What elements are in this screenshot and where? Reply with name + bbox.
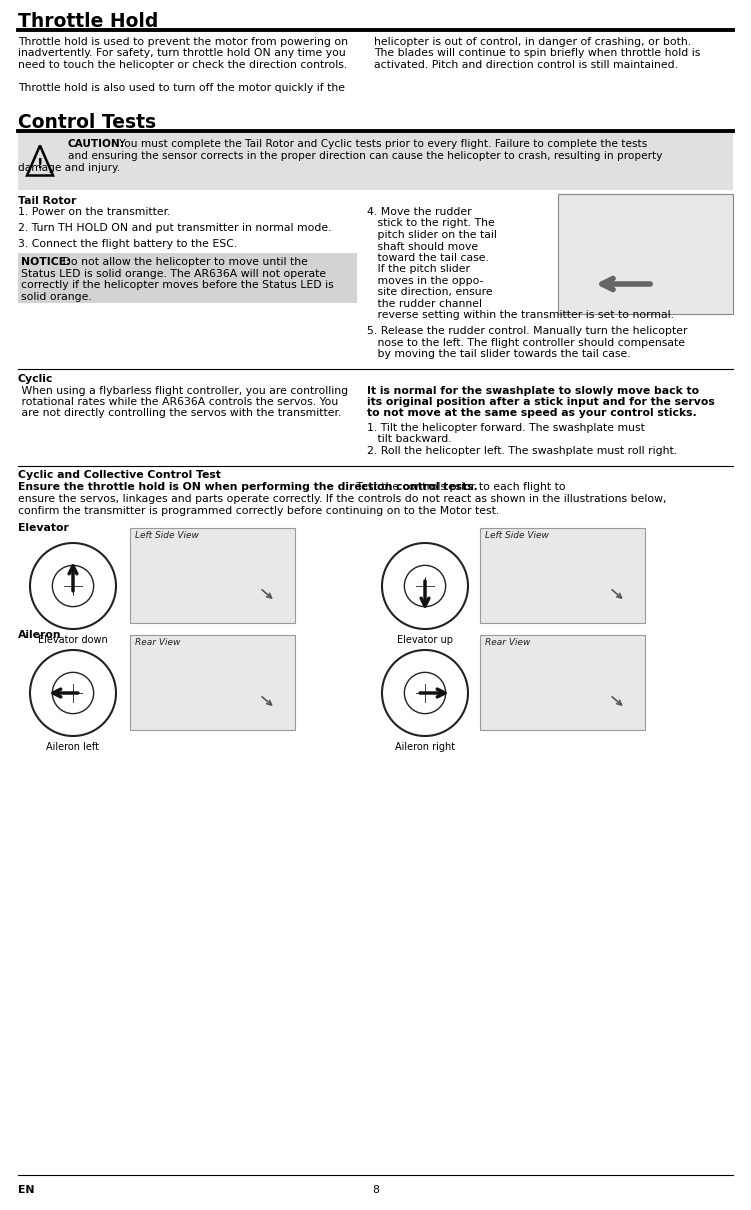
- Circle shape: [30, 543, 116, 629]
- Text: 5. Release the rudder control. Manually turn the helicopter: 5. Release the rudder control. Manually …: [367, 325, 687, 336]
- Text: Cyclic: Cyclic: [18, 374, 53, 384]
- Bar: [18, 133, 733, 190]
- Text: shaft should move: shaft should move: [367, 242, 478, 252]
- Circle shape: [30, 650, 116, 736]
- Text: It is normal for the swashplate to slowly move back to: It is normal for the swashplate to slowl…: [367, 386, 699, 396]
- Text: Elevator up: Elevator up: [397, 635, 453, 645]
- Text: 1. Tilt the helicopter forward. The swashplate must: 1. Tilt the helicopter forward. The swas…: [367, 424, 645, 433]
- Bar: [480, 528, 645, 623]
- Text: Aileron: Aileron: [18, 630, 62, 640]
- Text: Throttle Hold: Throttle Hold: [18, 12, 158, 31]
- Text: If the pitch slider: If the pitch slider: [367, 265, 470, 275]
- Text: damage and injury.: damage and injury.: [18, 163, 120, 173]
- Text: Cyclic and Collective Control Test: Cyclic and Collective Control Test: [18, 471, 221, 480]
- Text: Tail Rotor: Tail Rotor: [18, 196, 77, 206]
- Text: solid orange.: solid orange.: [21, 292, 92, 301]
- Text: Aileron right: Aileron right: [395, 742, 455, 751]
- Text: When using a flybarless flight controller, you are controlling: When using a flybarless flight controlle…: [18, 386, 348, 396]
- Text: rotational rates while the AR636A controls the servos. You: rotational rates while the AR636A contro…: [18, 397, 338, 407]
- Text: 3. Connect the flight battery to the ESC.: 3. Connect the flight battery to the ESC…: [18, 240, 237, 249]
- Text: activated. Pitch and direction control is still maintained.: activated. Pitch and direction control i…: [374, 60, 678, 70]
- Text: 2. Turn TH HOLD ON and put transmitter in normal mode.: 2. Turn TH HOLD ON and put transmitter i…: [18, 223, 331, 234]
- Text: Elevator: Elevator: [18, 523, 69, 532]
- Text: correctly if the helicopter moves before the Status LED is: correctly if the helicopter moves before…: [21, 281, 333, 290]
- Text: need to touch the helicopter or check the direction controls.: need to touch the helicopter or check th…: [18, 60, 347, 70]
- Text: are not directly controlling the servos with the transmitter.: are not directly controlling the servos …: [18, 409, 342, 419]
- Text: Elevator down: Elevator down: [38, 635, 108, 645]
- Text: Ensure the throttle hold is ON when performing the direction control tests.: Ensure the throttle hold is ON when perf…: [18, 483, 478, 492]
- Text: Aileron left: Aileron left: [47, 742, 99, 751]
- Text: the rudder channel: the rudder channel: [367, 299, 482, 309]
- Text: The blades will continue to spin briefly when throttle hold is: The blades will continue to spin briefly…: [374, 48, 701, 58]
- Text: Do not allow the helicopter to move until the: Do not allow the helicopter to move unti…: [59, 258, 308, 267]
- Text: CAUTION:: CAUTION:: [68, 139, 125, 149]
- Circle shape: [382, 543, 468, 629]
- Text: ensure the servos, linkages and parts operate correctly. If the controls do not : ensure the servos, linkages and parts op…: [18, 494, 666, 505]
- Bar: [558, 194, 733, 315]
- Text: stick to the right. The: stick to the right. The: [367, 219, 495, 229]
- Text: 8: 8: [372, 1185, 379, 1195]
- Text: inadvertently. For safety, turn throttle hold ON any time you: inadvertently. For safety, turn throttle…: [18, 48, 345, 58]
- Text: EN: EN: [18, 1185, 35, 1195]
- Text: site direction, ensure: site direction, ensure: [367, 288, 493, 298]
- Text: !: !: [37, 157, 44, 172]
- Text: by moving the tail slider towards the tail case.: by moving the tail slider towards the ta…: [367, 348, 631, 359]
- Text: Throttle hold is also used to turn off the motor quickly if the: Throttle hold is also used to turn off t…: [18, 83, 345, 93]
- Bar: [18, 253, 357, 304]
- Bar: [130, 635, 295, 730]
- Text: and ensuring the sensor corrects in the proper direction can cause the helicopte: and ensuring the sensor corrects in the …: [68, 151, 662, 161]
- Text: Status LED is solid orange. The AR636A will not operate: Status LED is solid orange. The AR636A w…: [21, 269, 326, 278]
- Text: 2. Roll the helicopter left. The swashplate must roll right.: 2. Roll the helicopter left. The swashpl…: [367, 446, 677, 456]
- Text: moves in the oppo-: moves in the oppo-: [367, 276, 484, 286]
- Text: confirm the transmitter is programmed correctly before continuing on to the Moto: confirm the transmitter is programmed co…: [18, 506, 499, 515]
- Text: 4. Move the rudder: 4. Move the rudder: [367, 207, 472, 217]
- Text: Left Side View: Left Side View: [135, 531, 199, 540]
- Bar: [130, 528, 295, 623]
- Text: helicopter is out of control, in danger of crashing, or both.: helicopter is out of control, in danger …: [374, 38, 691, 47]
- Text: nose to the left. The flight controller should compensate: nose to the left. The flight controller …: [367, 338, 685, 347]
- Text: tilt backward.: tilt backward.: [367, 434, 451, 444]
- Text: to not move at the same speed as your control sticks.: to not move at the same speed as your co…: [367, 409, 697, 419]
- Bar: [480, 635, 645, 730]
- Text: pitch slider on the tail: pitch slider on the tail: [367, 230, 497, 240]
- Text: You must complete the Tail Rotor and Cyclic tests prior to every flight. Failure: You must complete the Tail Rotor and Cyc…: [116, 139, 647, 149]
- Text: Control Tests: Control Tests: [18, 113, 156, 132]
- Text: Throttle hold is used to prevent the motor from powering on: Throttle hold is used to prevent the mot…: [18, 38, 348, 47]
- Text: toward the tail case.: toward the tail case.: [367, 253, 489, 263]
- Text: NOTICE:: NOTICE:: [21, 258, 71, 267]
- Text: reverse setting within the transmitter is set to normal.: reverse setting within the transmitter i…: [367, 311, 674, 321]
- Text: Rear View: Rear View: [485, 638, 530, 647]
- Text: Left Side View: Left Side View: [485, 531, 549, 540]
- Text: 1. Power on the transmitter.: 1. Power on the transmitter.: [18, 207, 170, 217]
- Text: Rear View: Rear View: [135, 638, 180, 647]
- Circle shape: [382, 650, 468, 736]
- Text: its original position after a stick input and for the servos: its original position after a stick inpu…: [367, 397, 715, 407]
- Text: Test the controls prior to each flight to: Test the controls prior to each flight t…: [353, 483, 566, 492]
